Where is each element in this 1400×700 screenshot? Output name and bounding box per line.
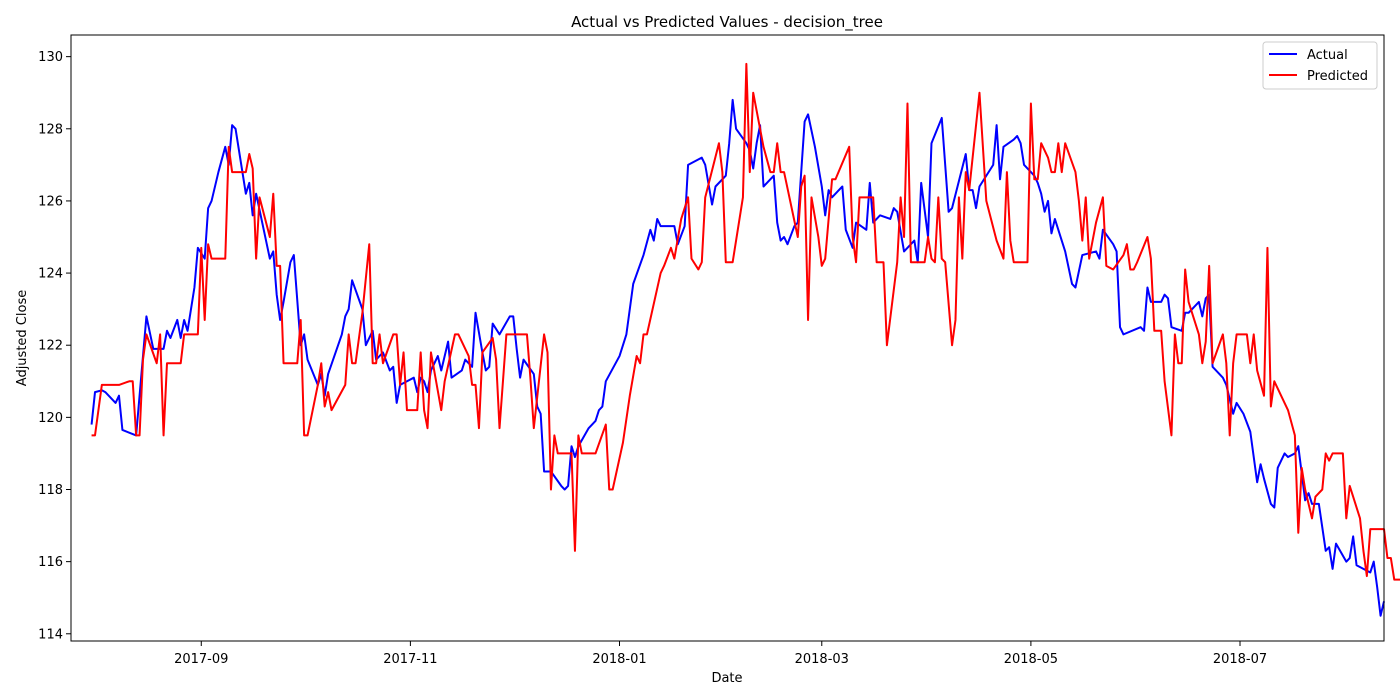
x-tick-label: 2018-01 <box>592 652 646 667</box>
x-tick-label: 2017-11 <box>383 652 437 667</box>
legend-actual-label: Actual <box>1307 48 1348 63</box>
y-axis-label: Adjusted Close <box>15 290 30 386</box>
y-tick-label: 122 <box>38 339 63 354</box>
x-axis: 2017-09 2017-11 2018-01 2018-03 2018-05 2018-… <box>174 641 1267 667</box>
plot-frame <box>70 34 1385 642</box>
x-axis-label: Date <box>711 671 742 686</box>
y-tick-label: 114 <box>38 627 63 642</box>
y-tick-label: 124 <box>38 267 63 282</box>
series-line-predicted <box>91 62 1400 581</box>
y-tick-label: 130 <box>38 50 63 65</box>
x-tick-label: 2018-07 <box>1213 652 1267 667</box>
chart-title: Actual vs Predicted Values - decision_tr… <box>571 13 883 32</box>
x-tick-label: 2018-03 <box>795 652 849 667</box>
x-tick-label: 2017-09 <box>174 652 228 667</box>
y-tick-label: 116 <box>38 555 63 570</box>
x-tick-label: 2018-05 <box>1004 652 1058 667</box>
y-tick-label: 126 <box>38 194 63 209</box>
y-tick-label: 118 <box>38 483 63 498</box>
y-tick-label: 120 <box>38 411 63 426</box>
legend: Actual Predicted <box>1262 41 1378 90</box>
series-lines <box>90 62 1400 617</box>
legend-predicted-label: Predicted <box>1307 69 1368 84</box>
y-tick-label: 128 <box>38 122 63 137</box>
y-axis: 114 116 118 120 122 124 126 128 130 <box>38 50 71 642</box>
